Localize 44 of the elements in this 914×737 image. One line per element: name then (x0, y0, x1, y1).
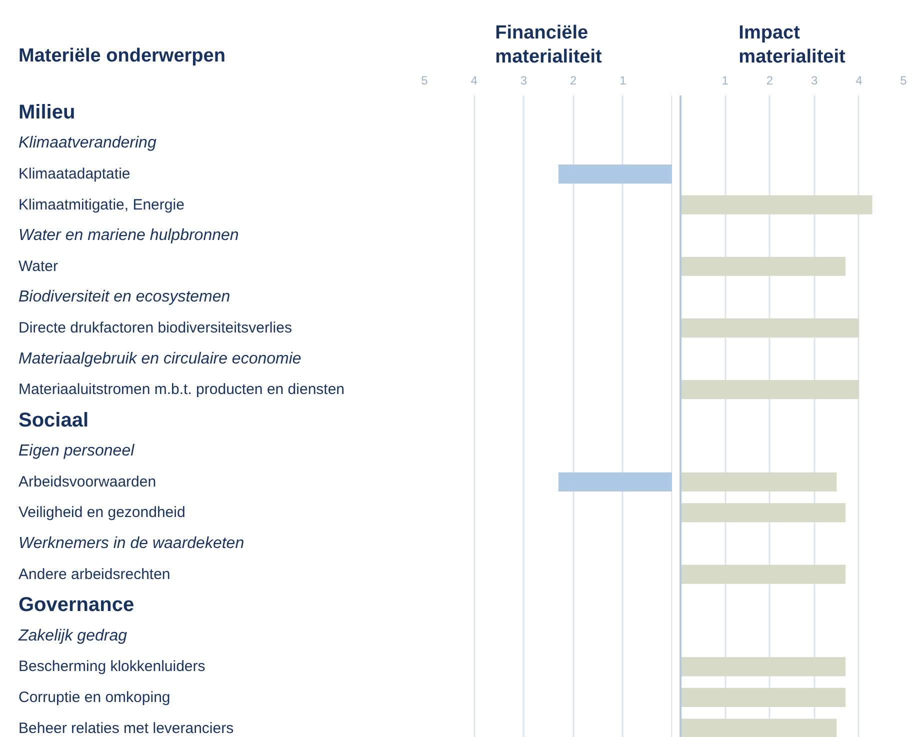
x-tick-label: 2 (766, 74, 774, 88)
chart-title: Impact materialiteit (738, 22, 846, 68)
bar (680, 472, 837, 492)
x-tick-label: 5 (421, 74, 428, 88)
y-tick-label: Andere arbeidsrechten (18, 566, 170, 583)
y-tick-label: Biodiversiteit en ecosystemen (18, 288, 230, 306)
bar (680, 657, 846, 676)
y-tick-label: Materiaalgebruik en circulaire economie (18, 350, 302, 368)
y-tick-label: Klimaatmitigatie, Energie (18, 196, 184, 214)
x-tick-label: 4 (856, 74, 863, 88)
y-tick-label: Directe drukfactoren biodiversiteitsverlies (18, 319, 292, 336)
y-tick-label: Governance (18, 594, 134, 616)
y-tick-label: Bescherming klokkenluiders (18, 658, 206, 676)
bar (680, 564, 846, 584)
x-tick-label: 3 (810, 74, 818, 88)
y-tick-label: Zakelijk gedrag (18, 627, 128, 644)
y-tick-label: Veiligheid en gezondheid (18, 504, 186, 522)
x-tick-label: 1 (620, 74, 627, 88)
bar (680, 380, 859, 400)
x-tick-label: 5 (900, 74, 908, 88)
bar (680, 256, 846, 276)
bar (680, 503, 846, 522)
x-tick-label: 2 (570, 74, 577, 88)
y-tick-label: Milieu (18, 101, 76, 124)
y-tick-label: Materiaaluitstromen m.b.t. producten en diensten (18, 381, 345, 398)
y-tick-label: Werknemers in de waardeketen (18, 535, 244, 552)
x-tick-label: 1 (722, 74, 729, 88)
y-tick-label: Sociaal (18, 409, 89, 432)
y-axis-title: Materiële onderwerpen (18, 45, 226, 66)
bar (680, 688, 846, 708)
y-tick-label: Water en mariene hulpbronnen (18, 227, 239, 244)
y-tick-label: Corruptie en omkoping (18, 688, 170, 706)
x-tick-label: 3 (520, 74, 528, 88)
bar (680, 318, 859, 338)
y-tick-label: Arbeidsvoorwaarden (18, 473, 156, 490)
chart-title: Financiële materialiteit (495, 22, 602, 68)
bar (680, 718, 837, 737)
y-tick-label: Beheer relaties met leveranciers (18, 720, 234, 737)
bar (680, 195, 872, 214)
y-tick-label: Water (18, 258, 58, 275)
y-tick-label: Klimaatverandering (18, 134, 156, 152)
x-tick-label: 4 (470, 74, 478, 88)
y-tick-label: Eigen personeel (18, 442, 135, 460)
y-tick-label: Klimaatadaptatie (18, 166, 130, 183)
